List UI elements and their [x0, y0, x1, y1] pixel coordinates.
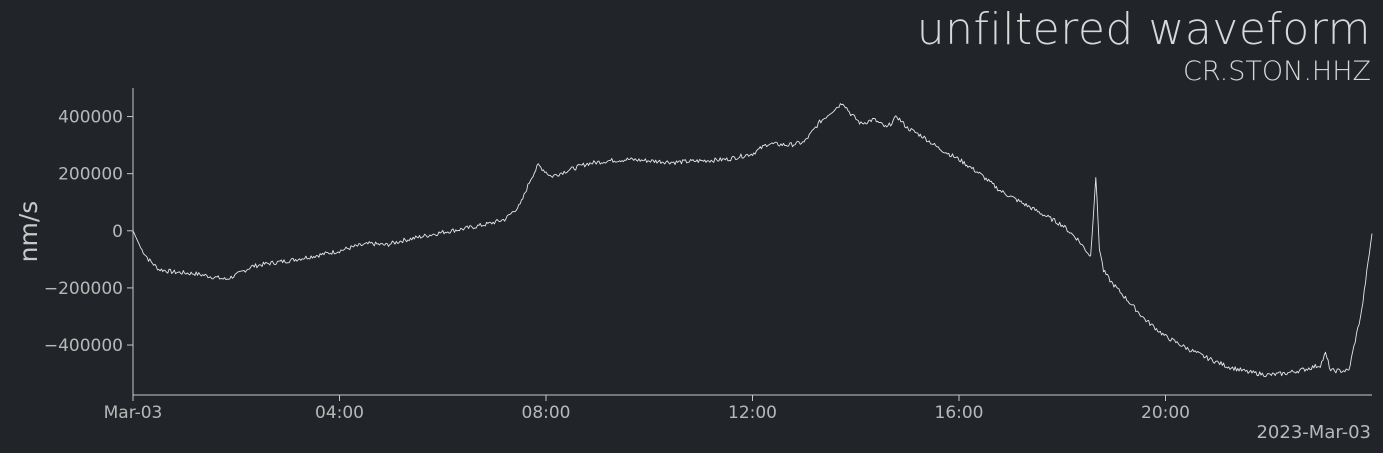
- y-tick-label: −200000: [44, 279, 123, 299]
- y-axis-label: nm/s: [14, 201, 43, 263]
- y-tick-label: −400000: [44, 336, 123, 356]
- x-tick-label: 04:00: [315, 403, 364, 423]
- x-tick-label: 16:00: [935, 403, 984, 423]
- date-label: 2023-Mar-03: [1256, 422, 1371, 443]
- series-line: [132, 103, 1373, 378]
- y-tick-label: 200000: [58, 165, 123, 185]
- x-tick-label: 20:00: [1141, 403, 1190, 423]
- series-layer: [132, 103, 1373, 378]
- x-tick-label: 08:00: [522, 403, 571, 423]
- x-tick-label: 12:00: [728, 403, 777, 423]
- chart-title: unfiltered waveform: [916, 4, 1371, 55]
- axes: 400000 200000 0 −200000 −400000 Mar-03 04:00 08…: [44, 88, 1372, 423]
- y-tick-label: 400000: [58, 108, 123, 128]
- y-tick-label: 0: [112, 222, 123, 242]
- x-tick-label: Mar-03: [104, 403, 163, 423]
- chart-subtitle: CR.STON.HHZ: [1183, 56, 1371, 87]
